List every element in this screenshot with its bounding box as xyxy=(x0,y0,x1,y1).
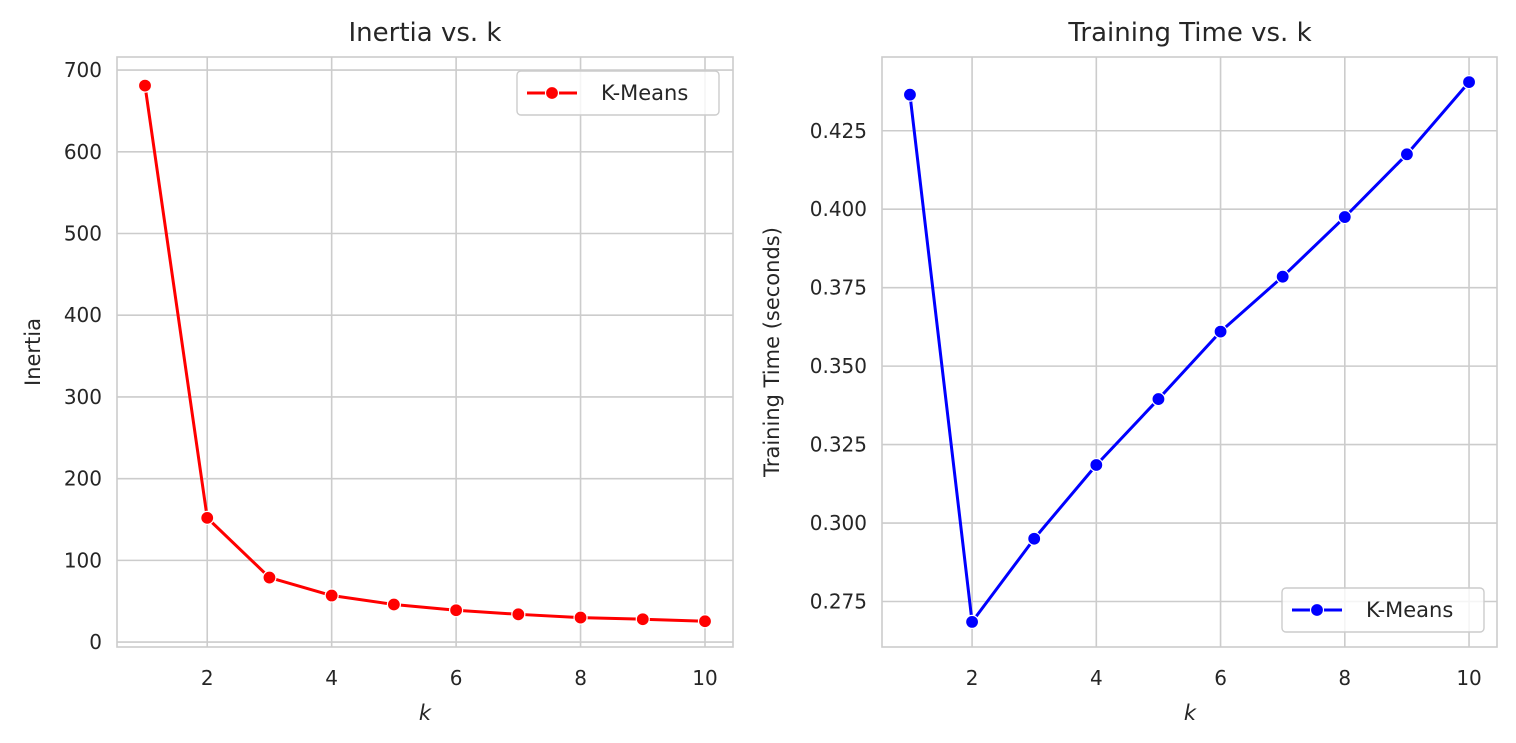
plot-frame xyxy=(116,56,734,648)
data-point xyxy=(1337,209,1352,225)
chart-title: Inertia vs. k xyxy=(349,18,502,48)
y-tick-label: 0.300 xyxy=(810,511,867,535)
x-tick-label: 8 xyxy=(574,666,587,690)
data-point xyxy=(964,614,980,629)
legend-label: K-Means xyxy=(601,81,688,105)
y-axis-label: Training Time (seconds) xyxy=(760,227,784,478)
x-axis-label: k xyxy=(419,701,432,725)
y-tick-label: 500 xyxy=(64,222,102,246)
x-tick-label: 6 xyxy=(450,666,463,690)
y-tick-label: 0.375 xyxy=(810,276,867,300)
chart-title: Training Time vs. k xyxy=(1067,18,1311,48)
data-point xyxy=(386,597,401,612)
y-tick-label: 100 xyxy=(64,548,102,572)
y-tick-labels: 0 100 200 300 400 500 600 700 xyxy=(64,58,102,654)
x-tick-label: 10 xyxy=(692,666,717,690)
legend-box xyxy=(1281,587,1485,633)
x-tick-label: 4 xyxy=(1090,666,1103,690)
y-tick-label: 0 xyxy=(89,630,102,654)
y-tick-label: 700 xyxy=(64,58,102,82)
data-point xyxy=(262,570,277,585)
x-axis-label: k xyxy=(1184,701,1197,725)
data-point xyxy=(511,607,526,622)
y-tick-label: 0.425 xyxy=(810,119,867,143)
series-layer xyxy=(137,78,713,629)
data-point xyxy=(1461,75,1477,90)
y-tick-label: 0.350 xyxy=(810,354,867,378)
x-tick-labels: 2 4 6 8 10 xyxy=(966,666,1482,690)
data-point xyxy=(1027,531,1042,546)
data-point xyxy=(573,610,588,625)
y-tick-label: 0.325 xyxy=(810,433,867,457)
y-tick-label: 200 xyxy=(64,467,102,491)
plot-frame xyxy=(881,56,1498,648)
data-point xyxy=(1399,147,1415,162)
data-point xyxy=(902,87,918,102)
y-axis-label: Inertia xyxy=(21,318,45,386)
x-tick-label: 10 xyxy=(1456,666,1481,690)
y-tick-label: 0.400 xyxy=(810,197,867,221)
x-tick-label: 8 xyxy=(1338,666,1351,690)
series-line xyxy=(143,85,706,623)
series-layer xyxy=(902,75,1477,629)
series-line xyxy=(908,81,1471,624)
y-tick-label: 300 xyxy=(64,385,102,409)
legend-label: K-Means xyxy=(1366,598,1453,622)
data-point xyxy=(697,614,713,629)
legend: K-Means xyxy=(1281,587,1485,633)
y-tick-label: 400 xyxy=(64,303,102,327)
training-time-chart: Training Time vs. k 2 4 6 8 10 0.275 0.300 0.3… xyxy=(760,18,1498,725)
legend-box xyxy=(516,70,720,116)
y-tick-labels: 0.275 0.300 0.325 0.350 0.375 0.400 0.425 xyxy=(810,119,867,614)
legend-marker xyxy=(544,85,560,101)
data-point xyxy=(1089,457,1104,473)
legend: K-Means xyxy=(516,70,720,116)
data-point xyxy=(324,588,339,603)
legend-marker xyxy=(1309,602,1325,618)
y-tick-label: 0.275 xyxy=(810,589,867,613)
data-point xyxy=(1213,324,1228,339)
data-point xyxy=(449,603,464,618)
data-point xyxy=(635,612,650,627)
data-point xyxy=(137,78,153,93)
x-tick-label: 2 xyxy=(201,666,214,690)
x-tick-labels: 2 4 6 8 10 xyxy=(201,666,718,690)
x-tick-label: 2 xyxy=(966,666,979,690)
data-point xyxy=(200,510,215,525)
gridlines xyxy=(882,57,1497,647)
data-point xyxy=(1275,269,1290,284)
y-tick-label: 600 xyxy=(64,140,102,164)
x-tick-label: 6 xyxy=(1214,666,1227,690)
data-point xyxy=(1151,391,1166,407)
inertia-chart: Inertia vs. k 2 4 6 8 10 0 100 200 300 400 500 600… xyxy=(21,18,734,725)
gridlines xyxy=(117,57,733,647)
x-tick-label: 4 xyxy=(325,666,338,690)
